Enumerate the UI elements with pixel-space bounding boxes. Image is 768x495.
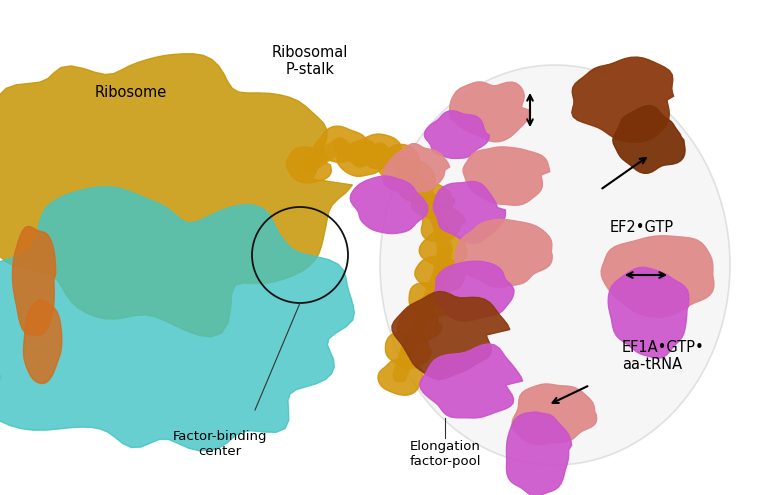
Polygon shape	[449, 82, 529, 142]
Text: Factor-binding
center: Factor-binding center	[173, 430, 267, 458]
Polygon shape	[422, 204, 466, 241]
Polygon shape	[0, 187, 354, 451]
Text: Ribosome: Ribosome	[95, 85, 167, 100]
Polygon shape	[0, 54, 353, 337]
Polygon shape	[415, 256, 465, 293]
Polygon shape	[409, 283, 452, 316]
Polygon shape	[455, 219, 552, 287]
Polygon shape	[394, 159, 435, 201]
Polygon shape	[434, 261, 514, 321]
Polygon shape	[386, 332, 432, 369]
Polygon shape	[419, 230, 467, 269]
Polygon shape	[313, 126, 369, 162]
Polygon shape	[383, 144, 449, 194]
Polygon shape	[419, 344, 522, 418]
Polygon shape	[433, 182, 505, 244]
Polygon shape	[512, 384, 597, 445]
Polygon shape	[337, 140, 387, 176]
Text: EF1A•GTP•
aa-tRNA: EF1A•GTP• aa-tRNA	[622, 340, 705, 372]
Polygon shape	[12, 227, 56, 335]
Polygon shape	[463, 147, 550, 205]
Polygon shape	[392, 292, 510, 380]
Polygon shape	[424, 111, 489, 158]
Polygon shape	[378, 359, 423, 395]
Polygon shape	[572, 57, 674, 142]
Polygon shape	[378, 145, 421, 183]
Polygon shape	[397, 305, 442, 341]
Ellipse shape	[380, 65, 730, 465]
Polygon shape	[613, 105, 685, 173]
Polygon shape	[356, 134, 402, 169]
Polygon shape	[412, 183, 455, 218]
Text: Ribosomal
P-stalk: Ribosomal P-stalk	[272, 45, 348, 77]
Text: EF2•GTP: EF2•GTP	[610, 220, 674, 235]
Polygon shape	[506, 412, 571, 495]
Polygon shape	[286, 147, 331, 183]
Polygon shape	[24, 300, 61, 384]
Polygon shape	[350, 176, 428, 234]
Polygon shape	[608, 267, 689, 358]
Text: Elongation
factor-pool: Elongation factor-pool	[409, 440, 481, 468]
Polygon shape	[601, 236, 714, 317]
